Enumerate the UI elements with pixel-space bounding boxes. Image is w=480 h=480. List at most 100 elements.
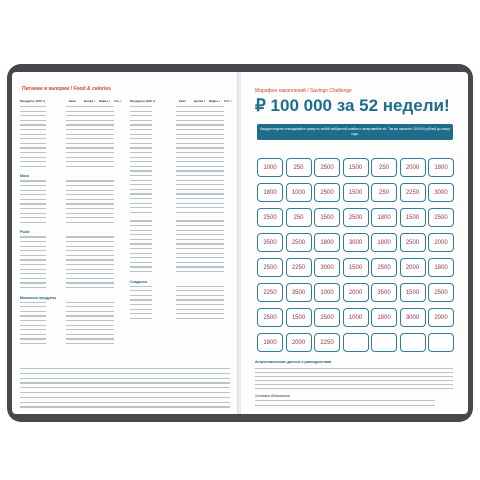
table-row — [20, 392, 230, 394]
table-row — [66, 259, 114, 261]
table-row — [20, 324, 46, 326]
table-row — [66, 273, 114, 275]
table-row — [176, 234, 224, 236]
empty-cell — [428, 333, 454, 352]
table-row — [20, 254, 46, 256]
table-row — [20, 259, 46, 261]
table-row — [176, 106, 224, 108]
table-row — [20, 387, 230, 389]
table-row — [66, 301, 114, 303]
table-row — [66, 194, 114, 196]
table-row — [20, 180, 46, 182]
table-row — [130, 138, 152, 140]
table-row — [130, 175, 152, 177]
table-row — [20, 343, 46, 345]
table-row — [176, 252, 224, 254]
savings-cell: 3500 — [285, 283, 312, 302]
table-row — [130, 304, 152, 306]
savings-cell: 3500 — [371, 283, 397, 302]
table-row — [130, 110, 152, 112]
savings-cell: 2500 — [314, 183, 340, 202]
column-header: Продукты (100 г) — [130, 99, 155, 103]
table-row — [20, 189, 46, 191]
section-heading: Молочные продукты — [20, 295, 57, 300]
title: ₽ 100 000 за 52 недели! — [255, 96, 450, 115]
table-row — [176, 133, 224, 135]
table-row — [176, 156, 224, 158]
savings-cell: 2500 — [428, 208, 454, 227]
table-row — [176, 229, 224, 231]
table-row — [20, 333, 46, 335]
table-row — [176, 308, 224, 310]
table-row — [130, 202, 152, 204]
savings-cell: 1500 — [314, 208, 340, 227]
column-header: Угл. г — [114, 99, 122, 103]
table-row — [66, 208, 114, 210]
table-row — [176, 271, 224, 273]
table-row — [130, 193, 152, 195]
table-row — [66, 133, 114, 135]
column-header: Продукты (100 г) — [20, 99, 45, 103]
column-header: Ккал — [179, 99, 186, 103]
table-row — [176, 152, 224, 154]
table-row — [66, 338, 114, 340]
table-row — [176, 110, 224, 112]
table-row — [176, 299, 224, 301]
table-row — [20, 221, 46, 223]
table-row — [66, 320, 114, 322]
text-line — [255, 372, 453, 374]
table-row — [130, 266, 152, 268]
table-row — [20, 329, 46, 331]
table-row — [20, 161, 46, 163]
column-header: Белки г — [194, 99, 206, 103]
table-row — [20, 338, 46, 340]
table-row — [66, 306, 114, 308]
table-row — [66, 217, 114, 219]
savings-cell: 2250 — [399, 183, 426, 202]
column-header: Угл. г — [224, 99, 232, 103]
table-row — [176, 124, 224, 126]
table-row — [20, 241, 46, 243]
table-row — [176, 285, 224, 287]
table-row — [176, 257, 224, 259]
table-row — [66, 180, 114, 182]
table-row — [66, 287, 114, 289]
table-row — [176, 179, 224, 181]
page-heading: Питание и калории / Food & calories — [22, 86, 111, 92]
table-row — [66, 245, 114, 247]
table-row — [66, 277, 114, 279]
table-row — [176, 161, 224, 163]
table-row — [20, 245, 46, 247]
table-row — [66, 185, 114, 187]
table-row — [66, 324, 114, 326]
table-row — [20, 377, 230, 379]
table-row — [20, 198, 46, 200]
table-row — [66, 156, 114, 158]
empty-cell — [371, 333, 397, 352]
savings-cell: 1800 — [428, 158, 454, 177]
table-row — [66, 241, 114, 243]
savings-cell: 1800 — [257, 333, 283, 352]
table-row — [66, 264, 114, 266]
table-row — [20, 156, 46, 158]
astro-heading: Астрономические данные о равноденствии — [255, 360, 332, 364]
table-row — [20, 236, 46, 238]
savings-cell: 2500 — [428, 283, 454, 302]
table-row — [176, 207, 224, 209]
table-row — [20, 406, 230, 408]
savings-cell: 3000 — [399, 308, 426, 327]
column-header: Жиры г — [209, 99, 221, 103]
table-row — [130, 207, 152, 209]
table-row — [20, 320, 46, 322]
table-row — [66, 138, 114, 140]
table-row — [20, 203, 46, 205]
section-heading: Мясо — [20, 174, 30, 179]
table-row — [20, 264, 46, 266]
savings-cell: 250 — [371, 158, 397, 177]
savings-cell: 250 — [371, 183, 397, 202]
section-heading: Рыба — [20, 230, 30, 235]
text-line — [255, 384, 453, 386]
table-row — [130, 115, 152, 117]
table-row — [130, 119, 152, 121]
